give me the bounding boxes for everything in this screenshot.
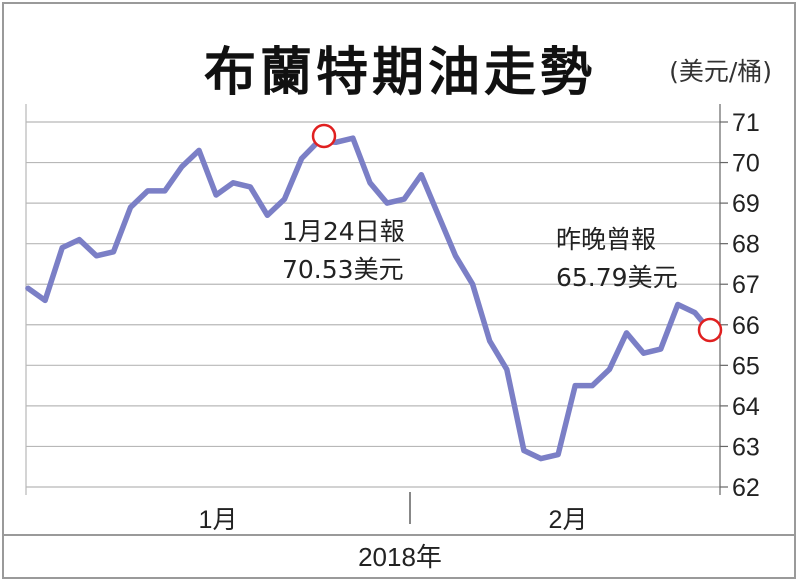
annotation-latest-line1: 昨晚曾報 xyxy=(556,225,656,254)
data-point xyxy=(232,181,235,185)
x-axis: 1月 2月 2018年 xyxy=(4,492,796,572)
data-point xyxy=(26,287,30,290)
data-point xyxy=(129,205,132,209)
data-point xyxy=(61,246,64,249)
annotation-latest-line2: 65.79美元 xyxy=(556,263,678,292)
y-tick-label-69: 69 xyxy=(732,190,760,218)
y-tick-label-68: 68 xyxy=(732,231,760,259)
data-point xyxy=(420,173,423,176)
y-tick-label-71: 71 xyxy=(732,109,760,137)
chart-title: 布蘭特期油走勢 xyxy=(203,42,596,103)
data-point xyxy=(403,197,406,201)
y-axis-ticks: 62 63 64 65 66 67 68 69 70 71 xyxy=(720,109,760,502)
data-point xyxy=(659,347,662,351)
data-point xyxy=(488,339,491,343)
data-point xyxy=(112,250,115,253)
y-tick-label-62: 62 xyxy=(732,474,760,502)
data-point xyxy=(368,181,372,185)
data-point xyxy=(95,254,98,258)
year-label: 2018年 xyxy=(358,542,442,572)
data-point xyxy=(214,193,218,197)
data-point xyxy=(676,303,679,306)
data-point xyxy=(180,165,184,168)
data-point xyxy=(454,254,457,258)
data-point xyxy=(522,449,526,452)
y-tick-label-66: 66 xyxy=(732,312,760,340)
data-point xyxy=(505,368,508,371)
data-point xyxy=(163,189,166,193)
price-line xyxy=(25,135,715,462)
data-point xyxy=(351,137,355,140)
y-tick-label-70: 70 xyxy=(732,150,760,178)
series-group xyxy=(25,135,715,462)
gridlines xyxy=(25,104,721,495)
data-point xyxy=(266,214,269,217)
data-point xyxy=(78,238,81,241)
data-point xyxy=(539,457,543,460)
data-point xyxy=(642,351,645,355)
data-point xyxy=(385,201,389,205)
data-point xyxy=(625,331,628,335)
data-point xyxy=(437,214,440,217)
month-label-jan: 1月 xyxy=(199,506,238,534)
data-point xyxy=(574,384,577,387)
annotations: 1月24日報 70.53美元 昨晚曾報 65.79美元 xyxy=(282,123,723,343)
data-point xyxy=(334,141,337,144)
data-point xyxy=(43,299,47,302)
y-tick-label-63: 63 xyxy=(732,433,760,461)
data-point xyxy=(300,157,303,160)
unit-label: (美元/桶) xyxy=(669,57,772,86)
data-point xyxy=(146,189,149,193)
y-tick-label-67: 67 xyxy=(732,271,760,299)
y-tick-label-64: 64 xyxy=(732,393,760,421)
annotation-jan24-line1: 1月24日報 xyxy=(282,217,405,246)
data-point xyxy=(283,197,286,201)
marker-latest xyxy=(697,317,723,343)
marker-jan24 xyxy=(311,123,337,149)
annotation-jan24-line2: 70.53美元 xyxy=(282,255,404,284)
data-point xyxy=(608,368,611,371)
data-point xyxy=(591,384,594,387)
data-point xyxy=(471,283,474,286)
month-label-feb: 2月 xyxy=(549,506,588,534)
data-point xyxy=(197,149,201,152)
data-point xyxy=(693,311,697,314)
data-point xyxy=(556,453,560,456)
data-point xyxy=(249,185,252,189)
y-tick-label-65: 65 xyxy=(732,352,760,380)
